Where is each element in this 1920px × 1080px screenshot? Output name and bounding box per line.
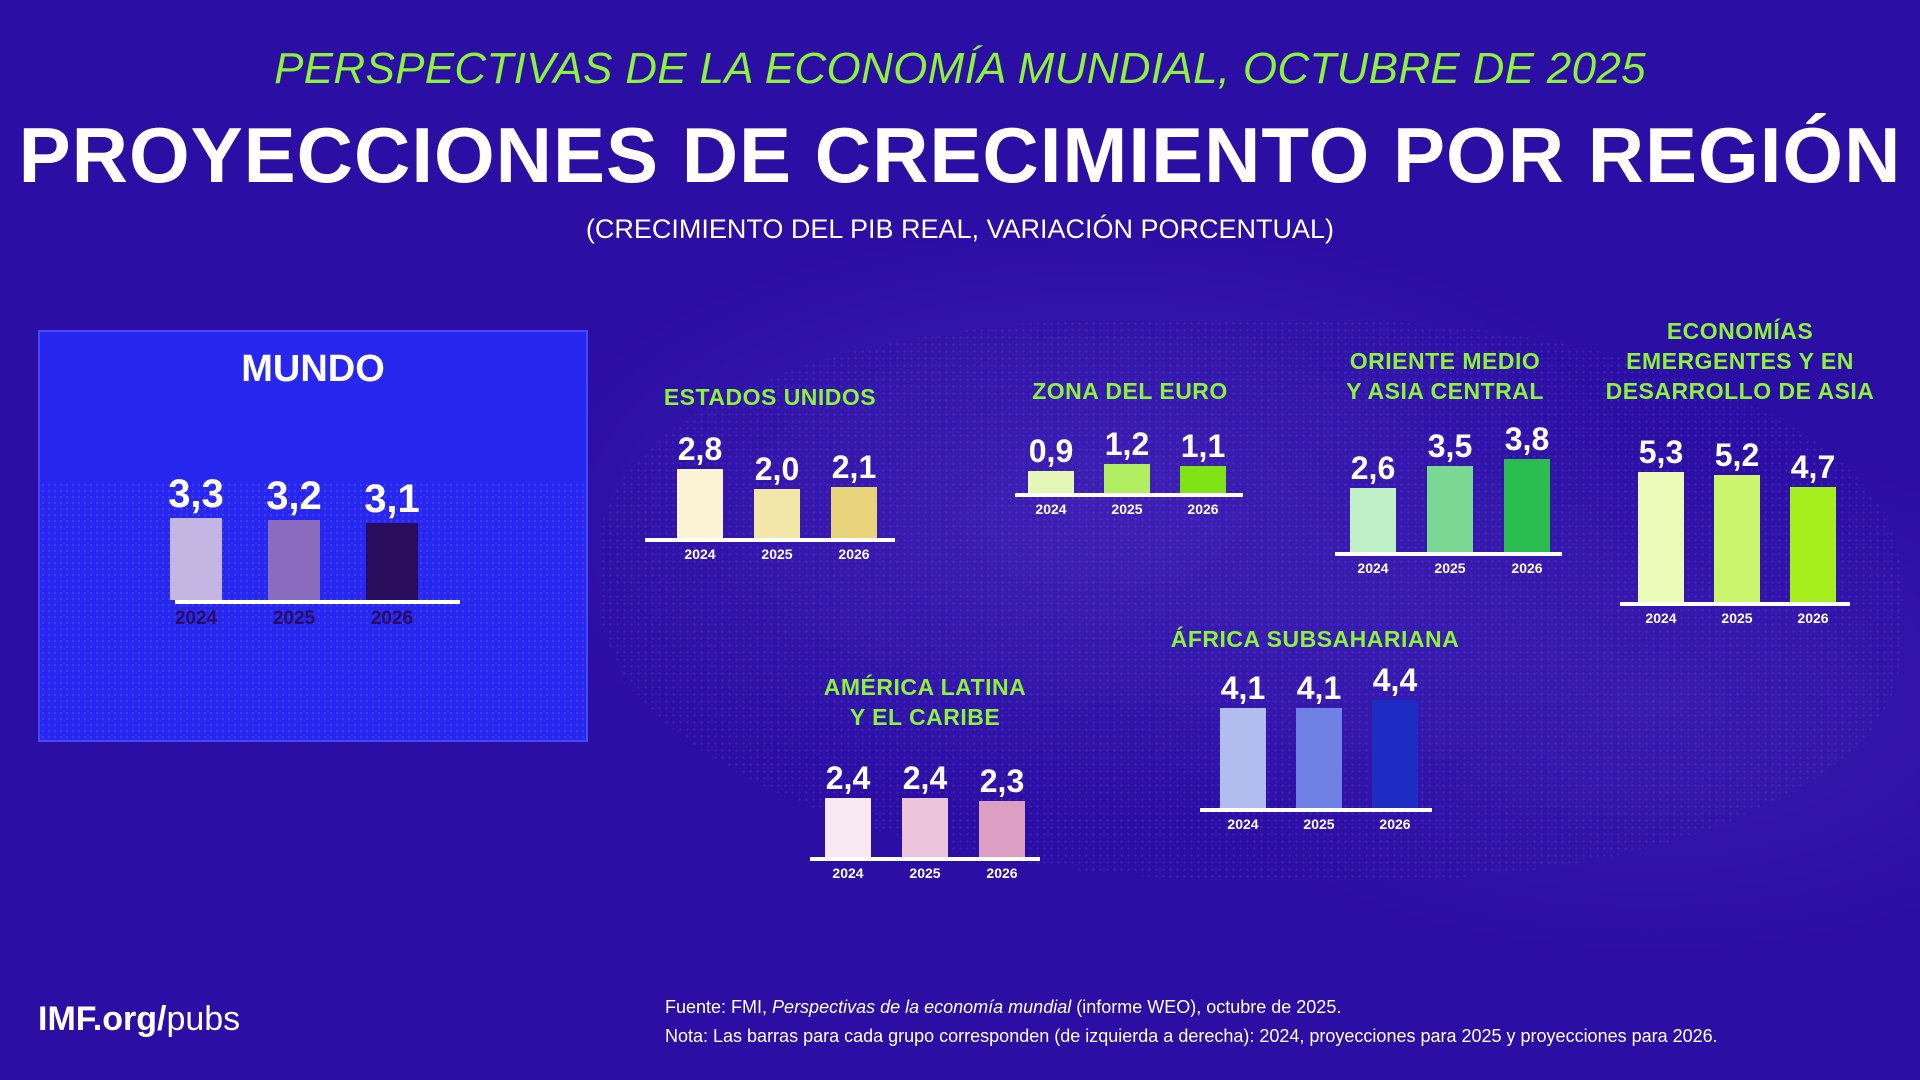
- bar-2025: [268, 520, 320, 600]
- bar-2026: [366, 522, 418, 600]
- bar-value-label: 4,1: [1220, 669, 1266, 706]
- bar-2024: [1220, 707, 1266, 808]
- x-axis-line: [1015, 493, 1243, 497]
- source-prefix: Fuente: FMI,: [665, 997, 773, 1017]
- year-tick-label: 2026: [1797, 610, 1829, 626]
- year-tick-label: 2024: [832, 865, 864, 881]
- source-italic: Perspectivas de la economía mundial: [772, 997, 1072, 1017]
- year-tick-label: 2025: [1434, 560, 1466, 576]
- bar-2026: [1790, 486, 1836, 602]
- source-suffix: (informe WEO), octubre de 2025.: [1071, 997, 1342, 1017]
- bar-2024: [170, 517, 222, 600]
- x-axis-line: [1335, 552, 1562, 556]
- bar-value-label: 4,7: [1790, 448, 1836, 485]
- year-tick-label: 2024: [174, 608, 218, 629]
- bar-2025: [754, 489, 800, 538]
- bar-value-label: 3,8: [1504, 420, 1550, 457]
- logo-rest-text: pubs: [166, 1000, 241, 1038]
- bar-value-label: 5,2: [1714, 436, 1760, 473]
- imf-pubs-link[interactable]: IMF.org/pubs: [38, 1000, 240, 1039]
- bar-value-label: 3,2: [266, 474, 322, 518]
- year-tick-label: 2025: [1111, 501, 1143, 517]
- year-tick-label: 2026: [1187, 501, 1219, 517]
- year-tick-label: 2025: [761, 546, 793, 562]
- year-tick-label: 2024: [1035, 501, 1067, 517]
- region-title: ZONA DEL EURO: [1032, 378, 1228, 404]
- year-tick-label: 2024: [684, 546, 716, 562]
- bar-value-label: 1,1: [1180, 428, 1226, 465]
- year-tick-label: 2025: [272, 608, 316, 629]
- bar-2024: [677, 469, 723, 538]
- x-axis-line: [810, 857, 1040, 861]
- x-axis-line: [1620, 602, 1850, 606]
- bar-2024: [1638, 472, 1684, 602]
- year-tick-label: 2026: [370, 608, 414, 629]
- page-title: PROYECCIONES DE CRECIMIENTO POR REGIÓN: [18, 111, 1902, 199]
- bar-value-label: 2,3: [979, 762, 1025, 799]
- region-title: MUNDO: [241, 348, 385, 390]
- bar-2024: [1028, 470, 1074, 493]
- x-axis-line: [1200, 808, 1432, 812]
- region-title: ESTADOS UNIDOS: [663, 384, 877, 410]
- bar-value-label: 2,8: [677, 431, 723, 468]
- year-tick-label: 2025: [1303, 816, 1335, 832]
- region-title: ECONOMÍAS EMERGENTES Y EN DESARROLLO DE …: [1605, 318, 1875, 404]
- region-title: ORIENTE MEDIO Y ASIA CENTRAL: [1346, 348, 1544, 404]
- bar-value-label: 3,1: [364, 476, 420, 521]
- x-axis-line: [645, 538, 895, 542]
- bar-2026: [1180, 466, 1226, 493]
- bars-note: Nota: Las barras para cada grupo corresp…: [665, 1026, 1718, 1046]
- bar-2026: [979, 800, 1025, 857]
- bar-value-label: 3,5: [1427, 428, 1473, 465]
- bar-2025: [1296, 707, 1342, 808]
- bar-value-label: 0,9: [1028, 432, 1074, 469]
- bar-2024: [1350, 488, 1396, 552]
- bar-value-label: 2,0: [754, 451, 800, 487]
- bar-value-label: 4,1: [1296, 669, 1342, 706]
- page-subtitle: (CRECIMIENTO DEL PIB REAL, VARIACIÓN POR…: [585, 214, 1335, 244]
- year-tick-label: 2025: [909, 865, 941, 881]
- year-tick-label: 2024: [1227, 816, 1259, 832]
- year-tick-label: 2024: [1645, 610, 1677, 626]
- source-note: Fuente: FMI, Perspectivas de la economía…: [665, 997, 1341, 1018]
- bar-2025: [1427, 466, 1473, 552]
- bar-value-label: 2,6: [1350, 450, 1396, 487]
- bar-value-label: 2,4: [902, 760, 948, 797]
- bar-value-label: 3,3: [168, 471, 224, 516]
- report-kicker: PERSPECTIVAS DE LA ECONOMÍA MUNDIAL, OCT…: [274, 44, 1646, 93]
- bar-2026: [1504, 458, 1550, 552]
- region-title: AMÉRICA LATINA Y EL CARIBE: [823, 674, 1027, 730]
- bar-value-label: 2,4: [825, 760, 871, 797]
- year-tick-label: 2026: [1379, 816, 1411, 832]
- year-tick-label: 2026: [986, 865, 1018, 881]
- year-tick-label: 2026: [1511, 560, 1543, 576]
- year-tick-label: 2025: [1721, 610, 1753, 626]
- year-tick-label: 2024: [1357, 560, 1389, 576]
- bar-2025: [902, 798, 948, 857]
- region-title: ÁFRICA SUBSAHARIANA: [1170, 626, 1460, 652]
- year-tick-label: 2026: [838, 546, 870, 562]
- bar-value-label: 1,2: [1104, 425, 1150, 462]
- bar-value-label: 2,1: [831, 448, 877, 485]
- bar-2026: [831, 486, 877, 538]
- bar-2026: [1372, 700, 1418, 808]
- bar-2024: [825, 798, 871, 857]
- bar-2025: [1104, 463, 1150, 493]
- x-axis-line: [175, 600, 460, 604]
- bar-value-label: 5,3: [1638, 434, 1684, 471]
- bar-2025: [1714, 474, 1760, 602]
- bar-value-label: 4,4: [1372, 662, 1418, 699]
- logo-bold-text: IMF.org/: [38, 1000, 167, 1038]
